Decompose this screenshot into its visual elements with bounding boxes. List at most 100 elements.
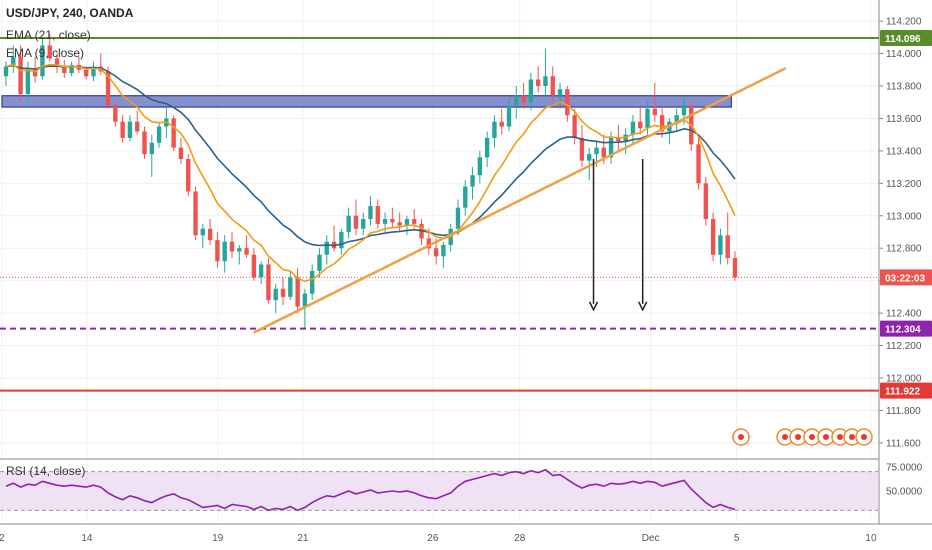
candle [200,228,206,236]
price-tag-label: 111.922 [885,387,920,398]
candle [710,219,716,255]
candle [244,248,249,255]
candle [718,235,723,255]
rsi-band [0,471,878,511]
candle [587,154,592,161]
candle [309,270,315,294]
candle [601,147,606,158]
candle [616,137,621,142]
candle [317,254,322,271]
price-tag-111.922: 111.922 [880,382,932,399]
time-tick-label: 2 [0,533,5,544]
price-tag-label: 03:22:03 [885,273,925,284]
candle [40,45,45,77]
candle [11,56,16,67]
down-arrow-head [588,301,599,312]
candle [207,228,213,241]
time-tick-label: 5 [734,533,740,544]
candle [215,240,220,262]
candle [193,191,198,236]
candle [725,235,730,258]
rsi-line [5,468,736,512]
candle [565,89,570,116]
candle [441,244,446,257]
candle [251,254,257,278]
candle [273,288,278,301]
candle [390,219,395,223]
event-markers [732,428,873,446]
candle [295,277,300,307]
candle [361,219,366,229]
candle [521,95,526,103]
candle [186,159,191,192]
price-tick-label: 112.400 [886,309,922,320]
candle [528,79,534,103]
candle [470,175,475,187]
candle [674,115,679,122]
candle [339,232,344,249]
price-tick-label: 111.600 [886,438,921,449]
time-tick-label: 28 [514,533,526,544]
price-tag-114.096: 114.096 [880,29,932,46]
ascending-trendline [253,67,787,334]
candle [84,69,89,77]
candle [579,137,585,161]
event-icon-dot [861,434,867,440]
candle [222,241,227,262]
candle [142,131,147,155]
candle [572,115,577,138]
candle [557,89,563,96]
rsi-tick-label: 50.0000 [886,487,923,498]
candle [3,66,9,77]
candle [353,215,359,229]
symbol-title: USD/JPY, 240, OANDA [6,6,134,20]
candle [463,186,468,208]
price-tick-label: 113.800 [886,82,922,93]
price-tag-box [880,269,932,286]
candle [455,207,461,229]
candle [105,71,111,106]
candle [346,215,351,232]
candle [397,222,402,226]
candle [127,121,133,138]
price-tick-label: 114.200 [886,17,922,28]
candle [69,64,74,74]
price-axis: 114.200 114.000 113.800 113.600 113.400 113.2… [879,17,922,449]
candle [382,219,388,224]
ema9-legend: EMA (9, close) [6,46,85,60]
candle [608,137,614,158]
candle [732,257,738,278]
candle [550,76,555,96]
time-tick-label: 26 [427,533,439,544]
price-tick-label: 112.200 [886,341,922,352]
ema21-legend: EMA (21, close) [6,28,91,42]
candle [18,56,23,95]
time-tick-label: 19 [212,533,224,544]
event-icon-dot [809,434,815,440]
price-tick-label: 113.600 [886,114,922,125]
candle [696,144,701,184]
candle [54,58,60,67]
candle [258,264,264,278]
event-icon-dot [837,434,843,440]
candle [630,121,636,135]
candle [477,157,483,176]
candle [484,137,490,158]
price-tick-label: 114.000 [886,49,922,60]
event-icon-dot [823,434,829,440]
event-icon-dot [849,434,855,440]
candle [426,238,432,249]
candle [91,66,96,77]
ema9-line [5,63,736,283]
candle [594,147,599,155]
price-tag-box [880,382,932,399]
rsi-tick-label: 75.0000 [886,462,923,473]
candle [113,105,118,122]
price-tag-112.304: 112.304 [880,320,932,337]
price-tag-box [880,320,932,337]
price-tick-label: 112.000 [886,374,922,385]
price-tag-label: 114.096 [885,34,921,45]
candle [324,241,329,255]
candle [645,108,650,129]
